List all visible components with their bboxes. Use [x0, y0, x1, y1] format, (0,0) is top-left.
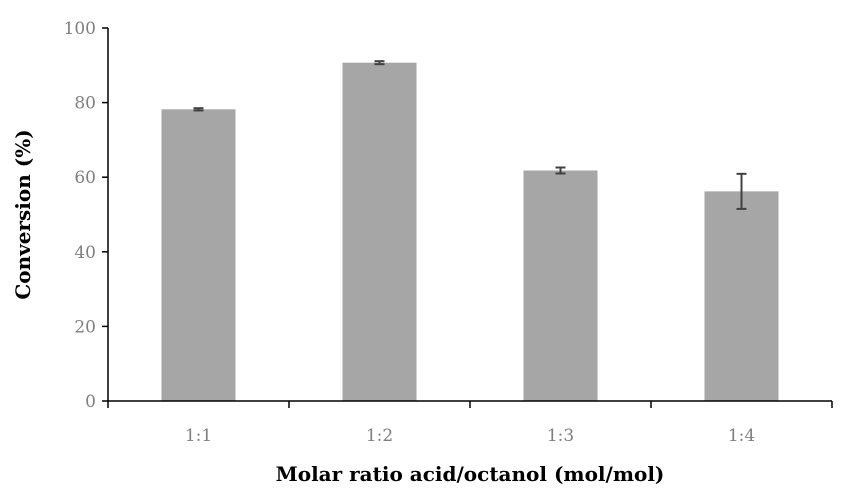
error-bars	[193, 60, 747, 210]
y-tick-label: 60	[74, 168, 96, 188]
x-tick-label: 1:1	[185, 426, 212, 446]
y-axis-ticks: 0 20 40 60 80 100	[64, 19, 108, 412]
y-tick-label: 0	[85, 392, 96, 412]
error-bar	[736, 172, 747, 210]
bar-1-1	[161, 109, 236, 402]
x-tick-label: 1:3	[547, 426, 574, 446]
y-tick-label: 40	[74, 243, 96, 263]
x-axis-ticks: 1:1 1:2 1:3 1:4	[107, 401, 833, 446]
bar-1-4	[704, 191, 779, 401]
error-bar	[374, 60, 385, 66]
bars	[161, 62, 779, 402]
x-tick-label: 1:4	[728, 426, 755, 446]
bar-1-2	[342, 62, 417, 402]
y-axis-title: Conversion (%)	[11, 129, 35, 299]
y-tick-label: 100	[64, 19, 96, 39]
x-tick-label: 1:2	[366, 426, 393, 446]
y-tick-label: 80	[74, 94, 96, 114]
y-tick-label: 20	[74, 317, 96, 337]
bar-1-3	[523, 170, 598, 401]
x-axis-title: Molar ratio acid/octanol (mol/mol)	[276, 462, 665, 486]
error-bar	[555, 166, 566, 175]
error-bar	[193, 107, 204, 112]
